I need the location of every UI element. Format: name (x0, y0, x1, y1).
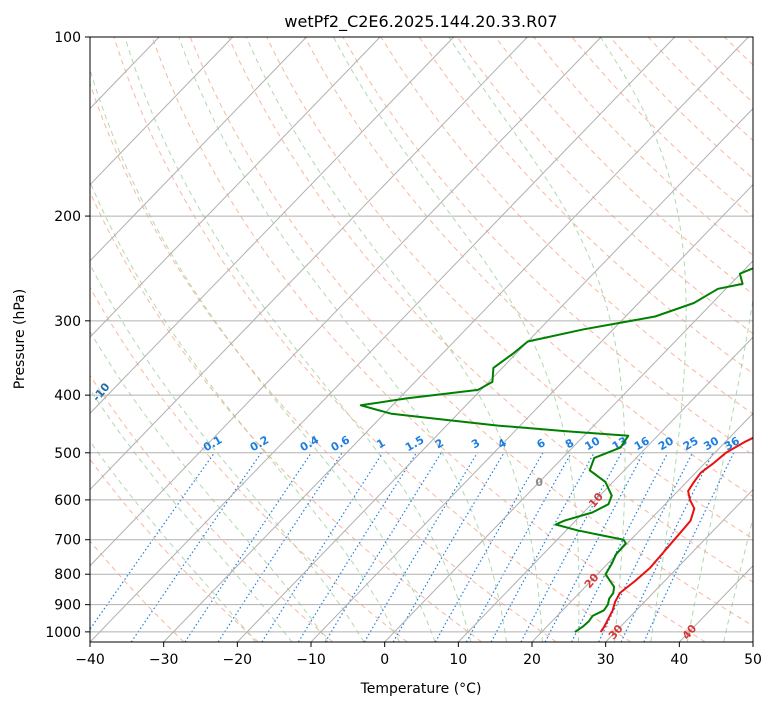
dry-adiabat-line (90, 374, 334, 642)
mixing-ratio-line (465, 452, 572, 642)
mixing-ratio-lines (90, 452, 735, 642)
isotherm-gridline (90, 37, 307, 262)
isotherm-gridline (90, 37, 676, 642)
mixing-ratio-line (90, 452, 215, 631)
y-tick-label: 700 (54, 533, 81, 549)
x-tick-label: 10 (449, 652, 467, 668)
isotherm-gridline (457, 336, 753, 642)
y-axis-label: Pressure (hPa) (12, 289, 28, 389)
dry-adiabat-line (113, 37, 632, 642)
y-tick-label: 500 (54, 446, 81, 462)
dry-adiabat-line (418, 37, 753, 375)
mixing-ratio-line (434, 452, 544, 642)
temperature-profile (599, 436, 753, 633)
moist-adiabat-line (333, 37, 580, 642)
moist-adiabat-line (90, 180, 400, 642)
moist-adiabat-line (90, 330, 329, 642)
x-tick-label: −40 (75, 652, 105, 668)
moist-adiabat-line (178, 37, 508, 642)
moist-adiabat-line (448, 37, 626, 642)
mixing-ratio-line (544, 452, 645, 642)
isotherm-zero-label: 0 (535, 476, 543, 489)
dewpoint-profile (359, 267, 753, 633)
moist-adiabat-line (90, 388, 293, 642)
isotherm-gridline (605, 488, 753, 642)
y-tick-label: 800 (54, 567, 81, 583)
plot-frame (89, 36, 754, 643)
mixing-ratio-line (392, 452, 505, 642)
mixing-ratio-line (520, 452, 623, 642)
y-tick-label: 600 (54, 493, 81, 509)
isotherm-gridline (163, 37, 749, 642)
isotherm-gridline (310, 183, 753, 642)
isotherm-gridline (90, 37, 234, 186)
isotherm-gridline (90, 37, 455, 415)
moist-adiabat-line (599, 37, 687, 642)
y-tick-label: 400 (54, 388, 81, 404)
isotherm-gridline (236, 107, 753, 642)
y-tick-label: 300 (54, 314, 81, 330)
x-tick-label: −10 (296, 652, 326, 668)
moist-adiabat-line (90, 440, 257, 642)
profile-series (359, 267, 753, 633)
isotherm-gridline (90, 37, 381, 338)
x-tick-label: −20 (223, 652, 253, 668)
mixing-ratio-line (490, 452, 595, 642)
x-tick-label: 50 (744, 652, 762, 668)
isotherm-gridline (90, 37, 602, 567)
dry-adiabat-line (304, 37, 753, 498)
y-tick-label: 100 (54, 30, 81, 46)
x-tick-label: 30 (597, 652, 615, 668)
isotherm-gridline (531, 412, 753, 642)
plot-area: 00.10.20.40.611.52346810131620253036-100… (90, 37, 753, 642)
isotherm-gridline (384, 260, 753, 642)
y-tick-label: 200 (54, 209, 81, 225)
moist-adiabat-line (245, 37, 543, 642)
x-tick-label: −30 (149, 652, 179, 668)
dry-adiabat-line (90, 286, 408, 642)
x-tick-label: 40 (670, 652, 688, 668)
dry-adiabat-line (90, 82, 557, 642)
y-tick-label: 1000 (45, 625, 81, 641)
chart-title: wetPf2_C2E6.2025.144.20.33.R07 (284, 12, 557, 32)
axis-ticks: −40 −30 −20 −10 0 10 20 30 40 50 100 200 300 400 500 60… (45, 30, 762, 668)
y-tick-label: 900 (54, 598, 81, 614)
x-tick-label: 20 (523, 652, 541, 668)
isotherm-gridline (90, 37, 528, 491)
dry-adiabat-line (227, 37, 753, 583)
x-axis-label: Temperature (°C) (360, 681, 482, 697)
x-tick-label: 0 (380, 652, 389, 668)
mixing-ratio-line (184, 452, 312, 642)
mixing-ratio-line (297, 452, 417, 642)
mixing-ratio-line (217, 452, 343, 642)
